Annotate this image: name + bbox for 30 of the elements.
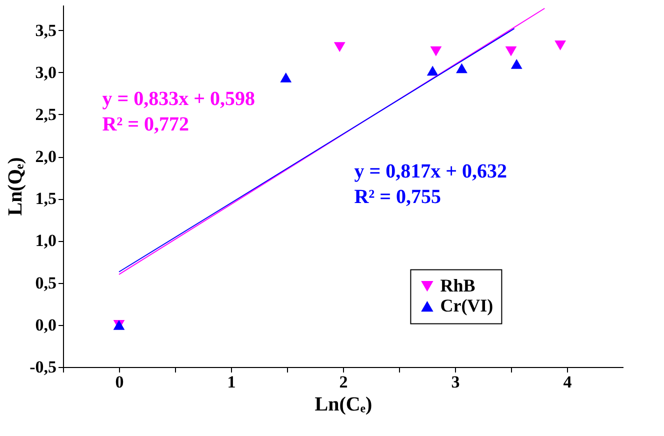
y-tick-label: 3,0	[35, 62, 56, 82]
y-tick-label: 3,5	[35, 20, 56, 40]
point	[554, 40, 566, 50]
annotation: y = 0,817x + 0,632	[354, 160, 507, 183]
x-tick-label: 4	[563, 372, 572, 392]
point	[430, 46, 442, 56]
x-tick-label: 1	[227, 372, 236, 392]
x-tick-label: 3	[451, 372, 460, 392]
point	[334, 42, 346, 52]
x-axis-title: Ln(Cₑ)	[314, 394, 372, 416]
point	[510, 58, 522, 69]
y-tick-label: 0,0	[35, 315, 56, 334]
y-tick-label: 1,0	[35, 231, 56, 250]
annotation: R² = 0,755	[354, 186, 442, 208]
annotation: R² = 0,772	[102, 113, 190, 136]
y-tick-label: 0,5	[35, 273, 56, 292]
y-tick-label: 2,0	[35, 147, 56, 166]
y-tick-label: 2,5	[35, 104, 56, 124]
y-tick-label: -0,5	[30, 358, 56, 376]
legend-label: RhB	[440, 275, 476, 296]
x-tick-label: 0	[115, 372, 124, 392]
legend-label: Cr(VI)	[440, 295, 494, 316]
point	[426, 66, 438, 76]
y-tick-label: 1,5	[35, 189, 56, 208]
annotation: y = 0,833x + 0,598	[102, 88, 255, 110]
y-axis-title: Ln(Qₑ)	[4, 157, 27, 216]
x-tick-label: 2	[339, 372, 348, 392]
point	[505, 46, 517, 56]
point	[280, 72, 292, 82]
point	[456, 63, 468, 74]
